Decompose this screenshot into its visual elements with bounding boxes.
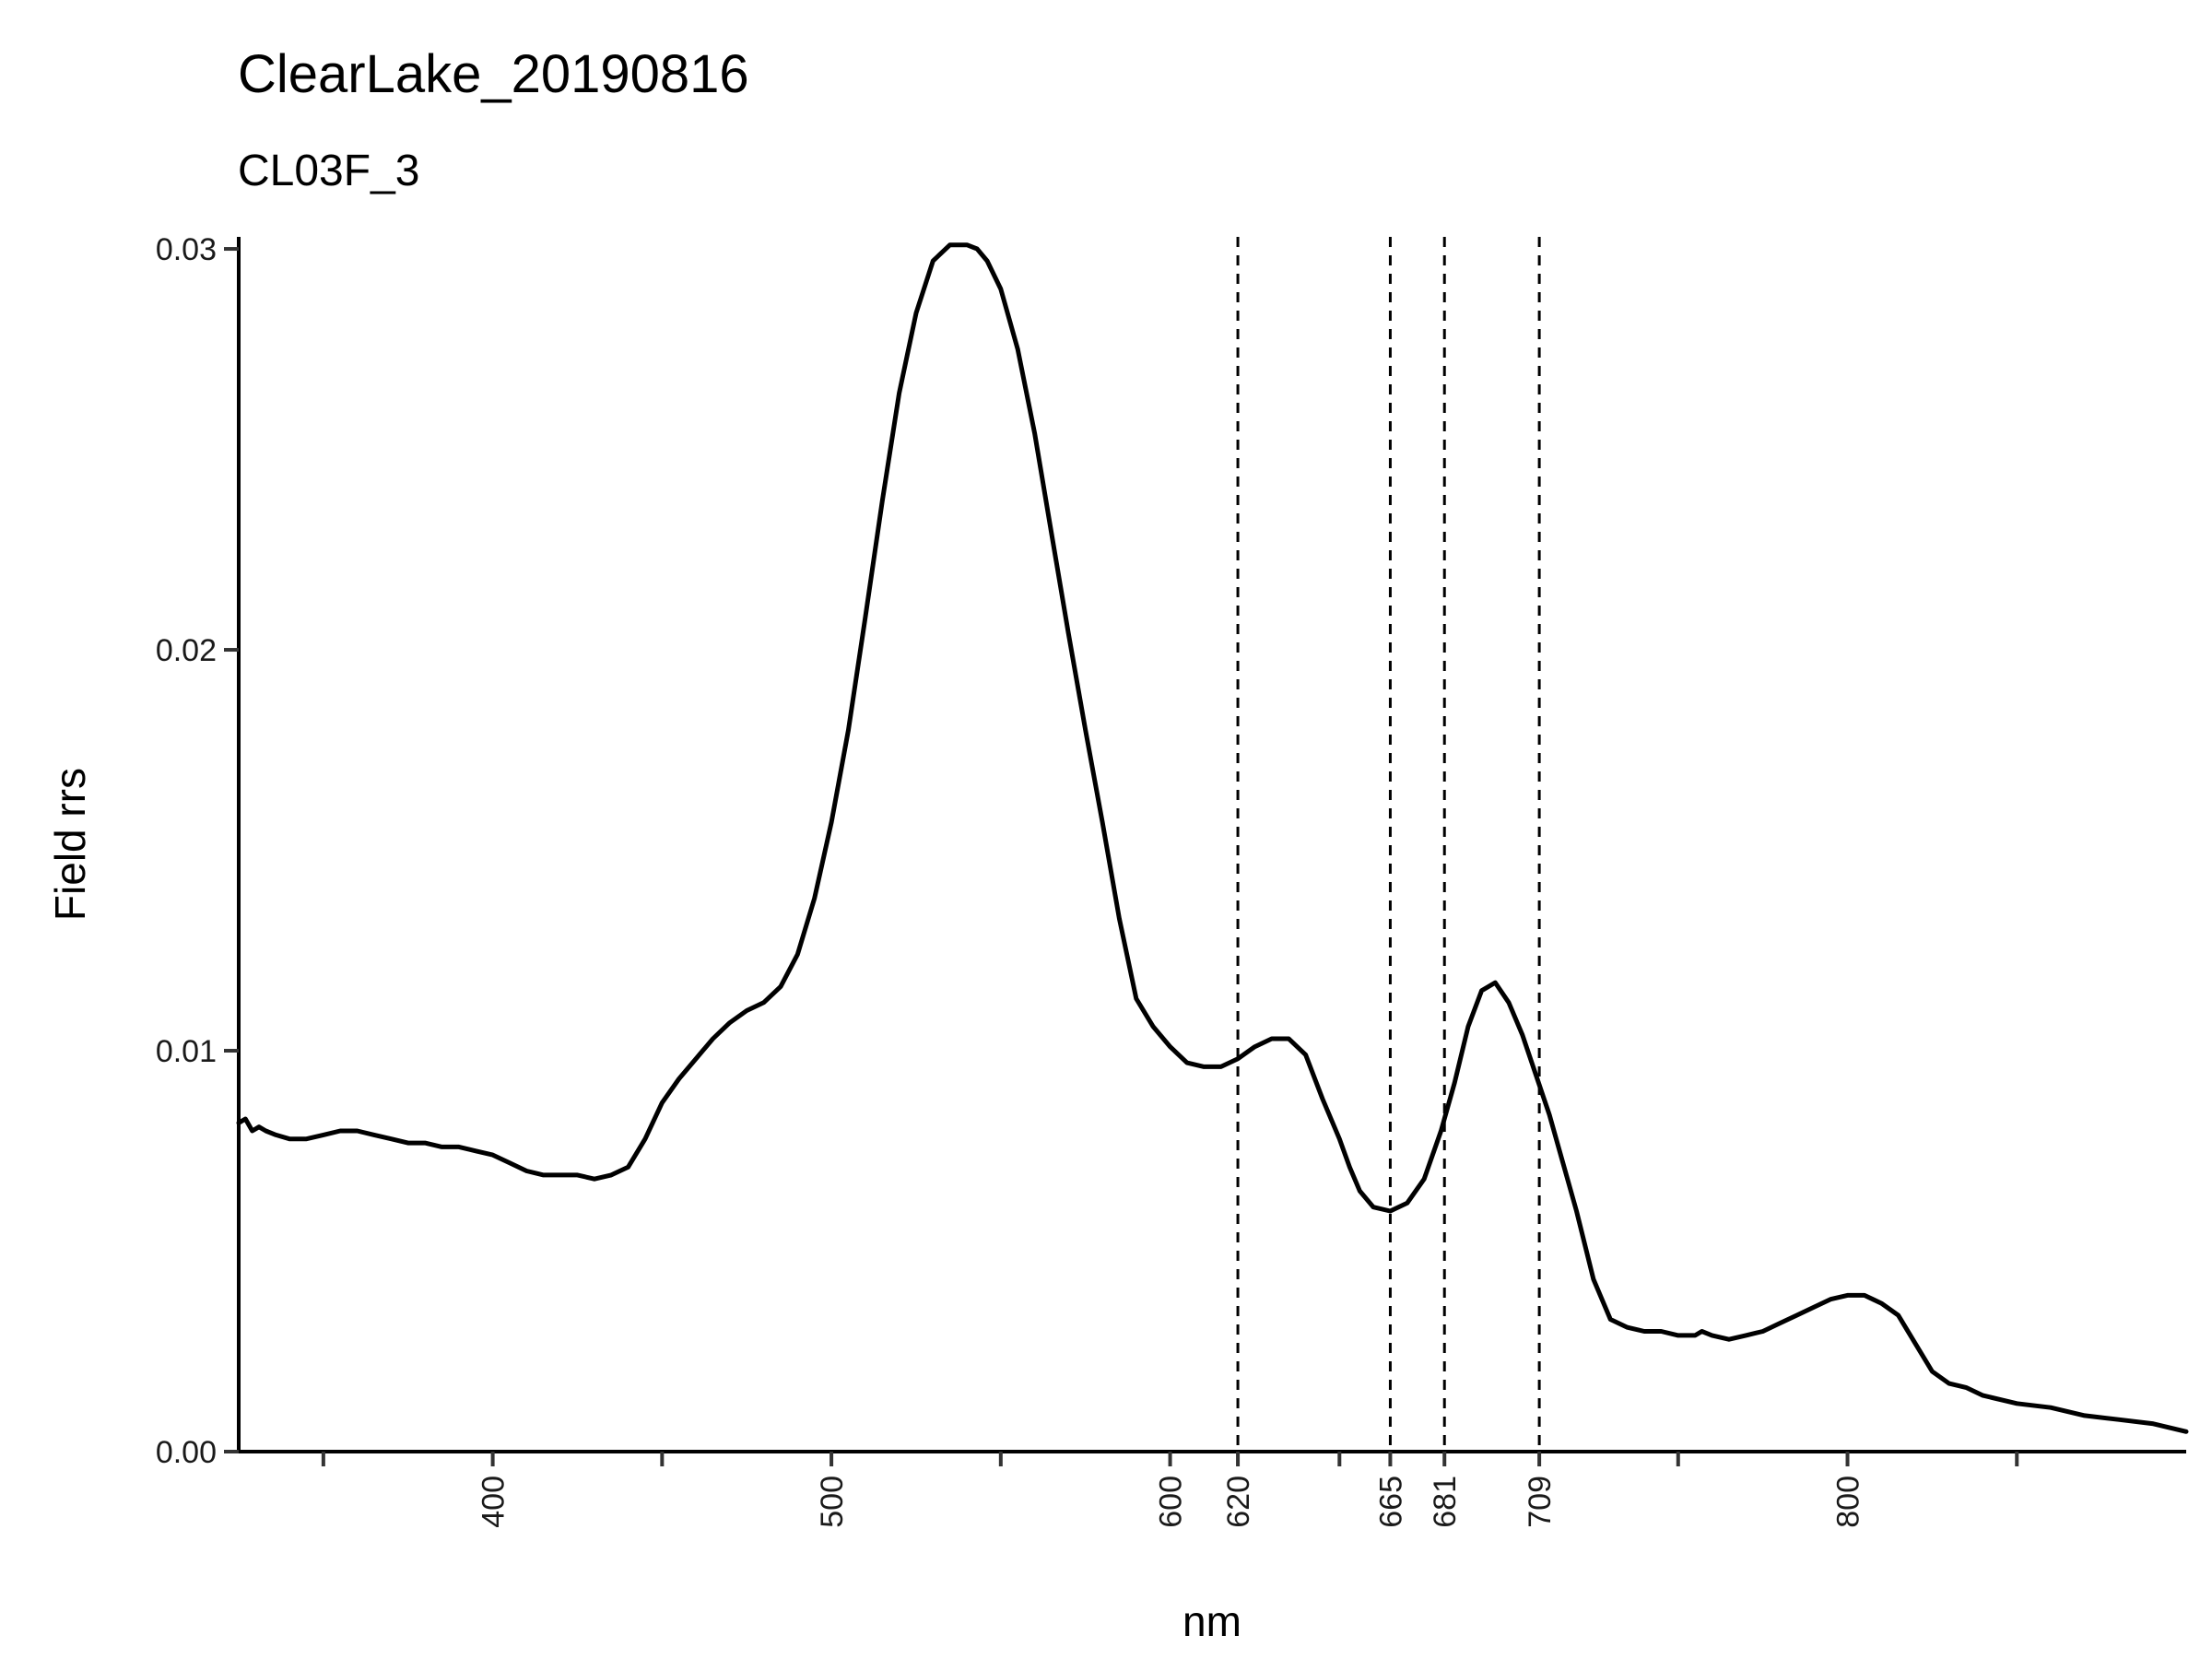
x-tick-label: 600 — [1154, 1476, 1189, 1528]
series-line-0 — [236, 242, 2189, 1434]
reference-lines — [1236, 237, 1541, 1452]
x-tick-label: 620 — [1221, 1476, 1256, 1528]
y-axis-ticks: 0.00 0.01 0.02 0.03 — [156, 232, 239, 1470]
x-axis-title: nm — [1182, 1597, 1241, 1645]
x-tick-label: 665 — [1373, 1476, 1408, 1528]
x-tick-label: 800 — [1831, 1476, 1866, 1528]
x-tick-label: 681 — [1428, 1476, 1463, 1528]
y-tick-label: 0.02 — [156, 633, 217, 668]
y-axis-title: Field rrs — [46, 768, 94, 921]
y-tick-label: 0.00 — [156, 1435, 217, 1470]
chart-subtitle: CL03F_3 — [238, 147, 420, 195]
series-layer — [236, 242, 2189, 1434]
y-tick-label: 0.01 — [156, 1034, 217, 1069]
x-tick-label: 400 — [477, 1476, 512, 1528]
chart-title: ClearLake_20190816 — [238, 44, 749, 104]
x-tick-label: 500 — [815, 1476, 850, 1528]
x-tick-label: 709 — [1523, 1476, 1558, 1528]
y-tick-label: 0.03 — [156, 232, 217, 267]
x-axis-ticks: 400 500 600 620 665 681 709 800 — [321, 1452, 2019, 1528]
